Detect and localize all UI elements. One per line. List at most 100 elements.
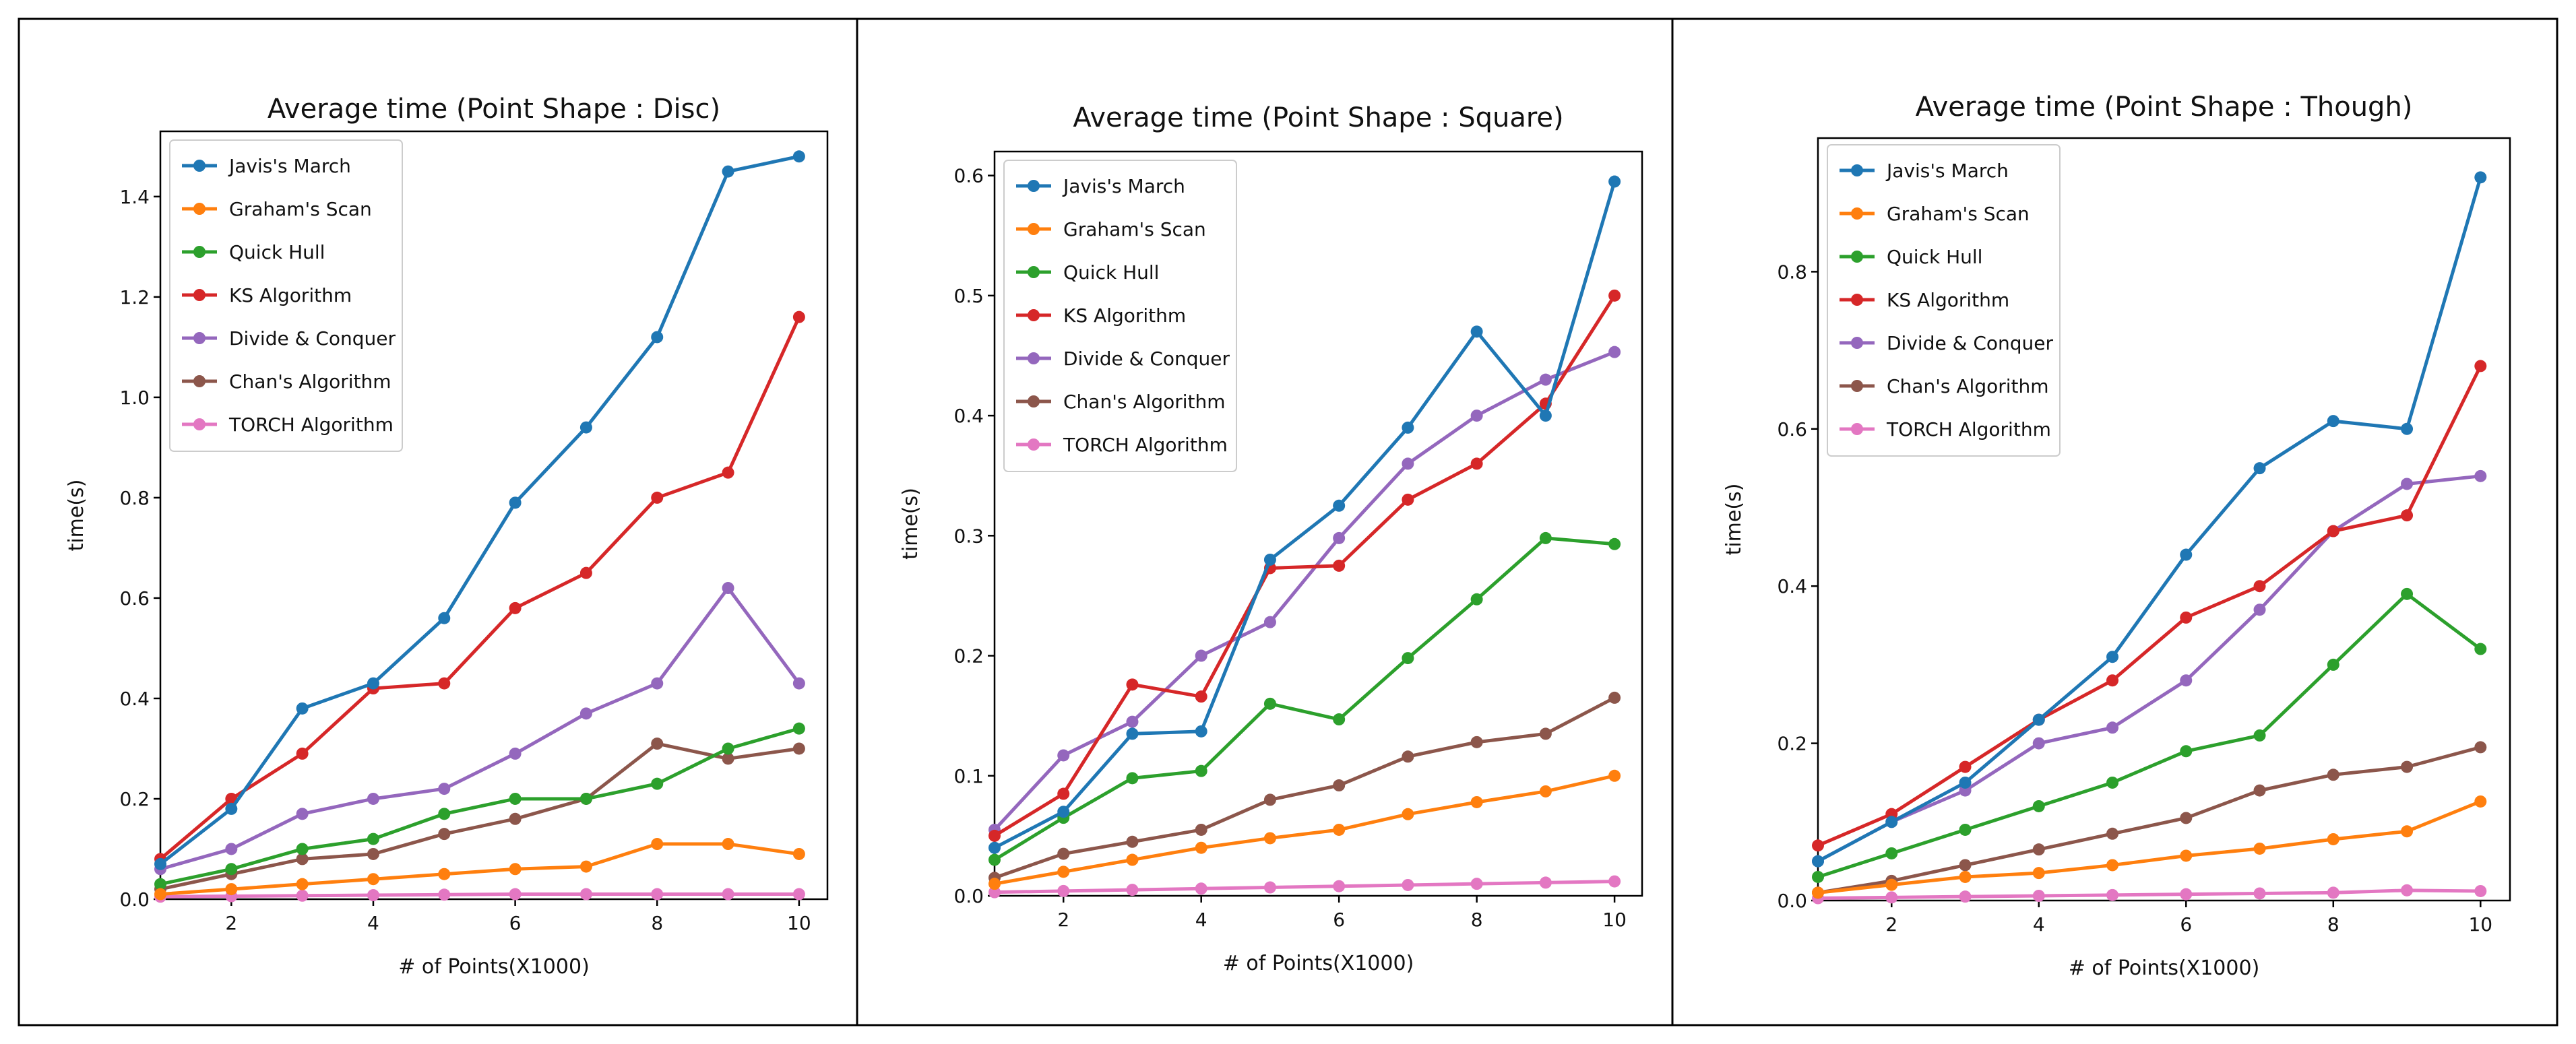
series-line-6 bbox=[994, 880, 1615, 894]
data-point bbox=[1885, 847, 1898, 859]
data-point bbox=[154, 857, 166, 870]
data-point bbox=[1263, 616, 1276, 628]
data-point bbox=[296, 878, 309, 890]
series-line-6 bbox=[160, 892, 799, 899]
data-point bbox=[1885, 891, 1898, 904]
series-line-3 bbox=[993, 294, 1616, 838]
data-point bbox=[722, 752, 734, 765]
data-point bbox=[1608, 691, 1621, 704]
data-point bbox=[1126, 678, 1139, 691]
x-tick-label: 8 bbox=[651, 912, 663, 934]
data-point bbox=[2180, 812, 2193, 824]
data-point bbox=[1812, 855, 1824, 868]
data-point bbox=[2474, 360, 2487, 372]
data-point bbox=[579, 888, 592, 901]
data-point bbox=[1057, 847, 1070, 860]
data-point bbox=[1470, 878, 1483, 890]
series-line-2 bbox=[993, 536, 1615, 861]
data-point bbox=[296, 843, 309, 855]
data-point bbox=[2474, 884, 2487, 897]
legend-box bbox=[1827, 144, 2061, 457]
data-point bbox=[1333, 779, 1346, 792]
x-tick-label: 10 bbox=[2468, 913, 2492, 936]
data-point bbox=[1885, 878, 1898, 891]
legend-box bbox=[1003, 160, 1237, 472]
legend-label: KS Algorithm bbox=[1063, 304, 1186, 327]
plot-area-frame bbox=[993, 150, 1643, 897]
legend-swatch-marker bbox=[1028, 352, 1040, 364]
data-point bbox=[579, 860, 592, 873]
data-point bbox=[2032, 737, 2045, 750]
data-point bbox=[651, 677, 664, 690]
data-point bbox=[1470, 736, 1483, 748]
data-point bbox=[2327, 415, 2339, 428]
chart-1: Average time (Point Shape : Disc) 0.0 0.2 0… bbox=[65, 94, 829, 979]
legend-swatch-marker bbox=[1851, 207, 1863, 220]
data-point bbox=[2106, 776, 2119, 789]
data-point bbox=[438, 612, 451, 624]
legend-swatch-marker bbox=[193, 246, 206, 258]
data-point bbox=[1333, 499, 1346, 512]
data-point bbox=[1057, 787, 1070, 800]
legend-box bbox=[169, 139, 403, 452]
data-point bbox=[988, 841, 1001, 854]
data-point bbox=[1539, 531, 1552, 544]
data-point bbox=[225, 843, 238, 855]
data-point bbox=[225, 802, 238, 815]
data-point bbox=[296, 702, 309, 715]
data-point bbox=[722, 838, 734, 851]
data-point bbox=[509, 888, 522, 901]
data-point bbox=[792, 742, 805, 755]
data-point bbox=[2180, 674, 2193, 687]
data-point bbox=[2032, 889, 2045, 902]
data-point bbox=[1333, 713, 1346, 726]
data-point bbox=[792, 888, 805, 901]
data-point bbox=[792, 311, 805, 323]
data-point bbox=[2253, 580, 2266, 593]
data-point bbox=[2253, 729, 2266, 742]
data-point bbox=[1402, 652, 1414, 665]
data-point bbox=[225, 863, 238, 876]
series-line-2 bbox=[160, 727, 800, 886]
data-point bbox=[296, 889, 309, 902]
data-point bbox=[1539, 373, 1552, 386]
data-point bbox=[1126, 853, 1139, 866]
data-point bbox=[2474, 171, 2487, 184]
y-tick-label: 1.2 bbox=[119, 286, 150, 308]
data-point bbox=[1959, 776, 1972, 789]
data-point bbox=[651, 331, 664, 344]
data-point bbox=[1608, 875, 1621, 888]
data-point bbox=[367, 889, 379, 902]
data-point bbox=[1959, 859, 1972, 872]
y-tick-label: 0.1 bbox=[953, 765, 984, 787]
data-point bbox=[2401, 825, 2414, 838]
data-point bbox=[1195, 649, 1207, 662]
x-tick-label: 2 bbox=[225, 912, 237, 934]
x-tick-label: 8 bbox=[1471, 909, 1483, 931]
plot-area-frame bbox=[159, 130, 829, 901]
data-point bbox=[438, 677, 451, 690]
data-point bbox=[651, 738, 664, 750]
chart-2: Average time (Point Shape : Square) 0.0 0.… bbox=[899, 102, 1643, 975]
data-point bbox=[2180, 849, 2193, 862]
data-point bbox=[2106, 674, 2119, 687]
data-point bbox=[509, 812, 522, 825]
y-axis-label: time(s) bbox=[1722, 484, 1746, 556]
data-point bbox=[1470, 457, 1483, 470]
legend-swatch-marker bbox=[1851, 164, 1863, 176]
data-point bbox=[438, 808, 451, 820]
plot-area-frame bbox=[1817, 137, 2511, 902]
data-point bbox=[367, 792, 379, 805]
series-line-5 bbox=[160, 742, 800, 891]
legend-swatch-marker bbox=[1028, 438, 1040, 451]
data-point bbox=[2106, 888, 2119, 901]
charts-group: Average time (Point Shape : Disc) 0.0 0.2 0… bbox=[65, 92, 2511, 980]
y-tick-label: 0.2 bbox=[119, 788, 150, 810]
data-point bbox=[1812, 839, 1824, 852]
data-point bbox=[1402, 808, 1414, 820]
x-tick-label: 6 bbox=[1333, 909, 1345, 931]
data-point bbox=[296, 853, 309, 866]
legend-label: Chan's Algorithm bbox=[229, 370, 391, 393]
x-tick-label: 2 bbox=[1885, 913, 1897, 936]
legend-label: Graham's Scan bbox=[1063, 218, 1206, 240]
